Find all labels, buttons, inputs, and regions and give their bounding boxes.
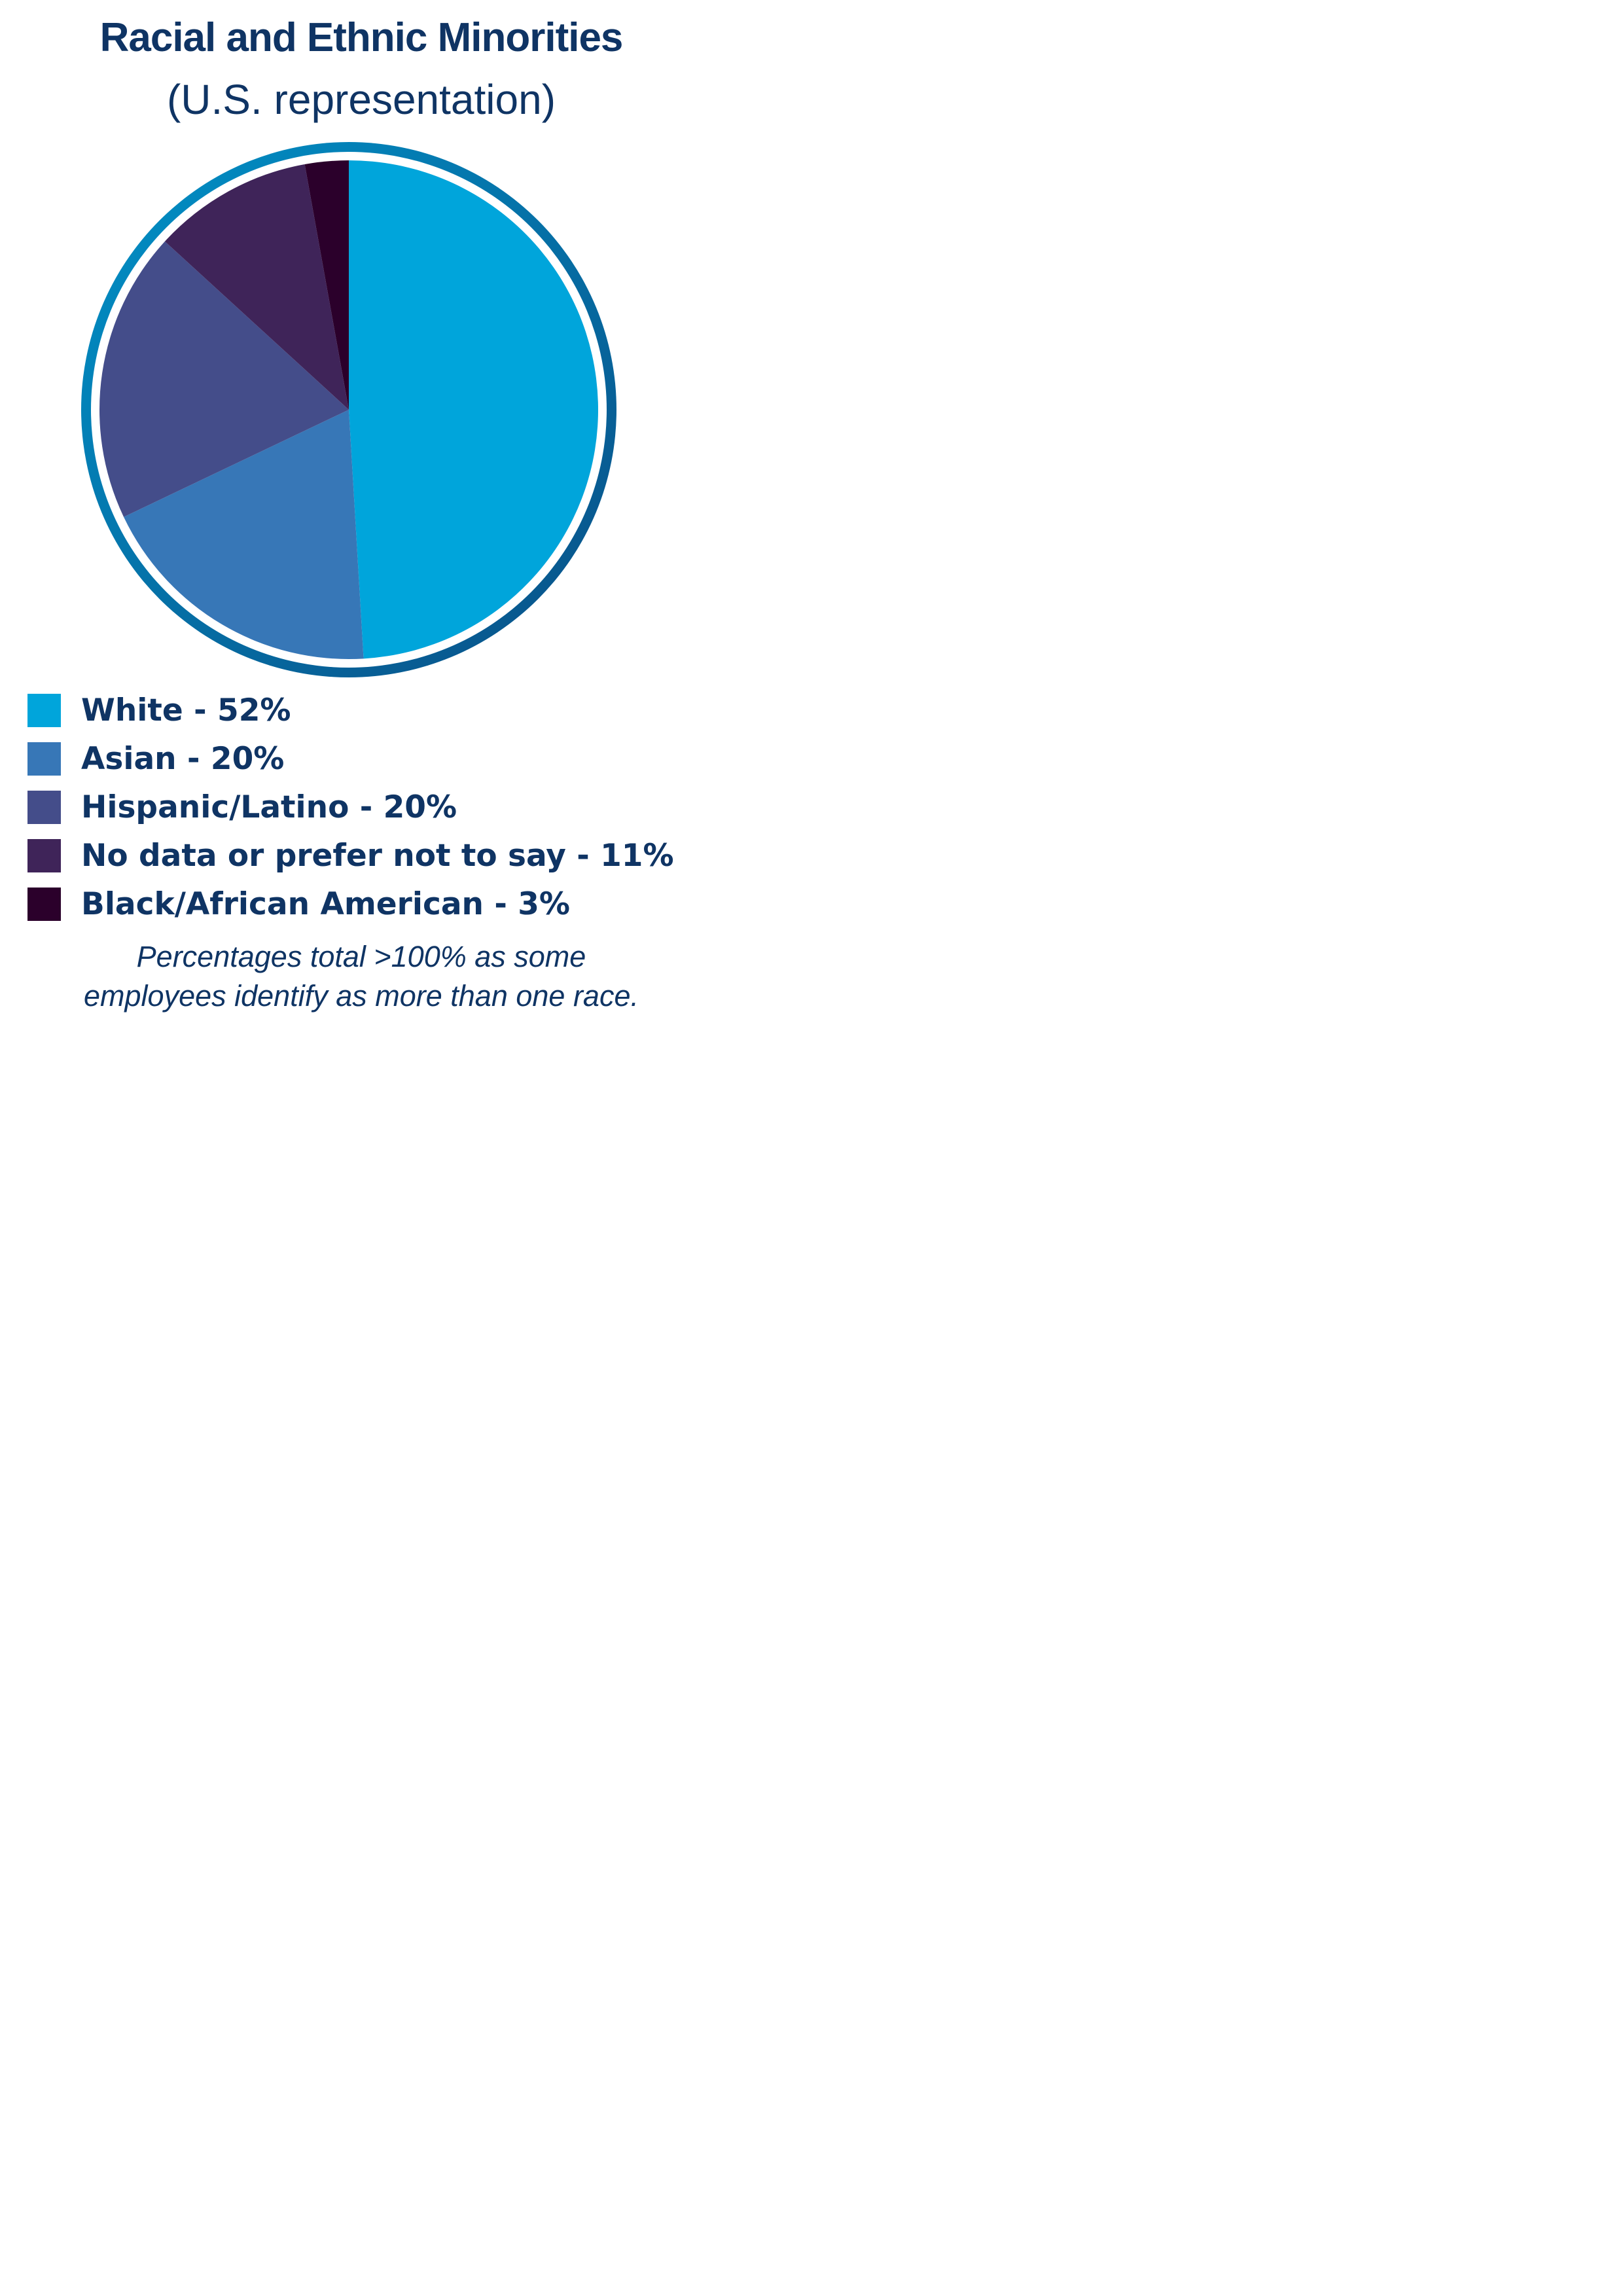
- chart-title: Racial and Ethnic Minorities: [99, 15, 624, 60]
- legend-swatch: [27, 888, 61, 921]
- chart-subtitle: (U.S. representation): [166, 76, 556, 123]
- legend-label: Black/African American - 3%: [81, 886, 571, 922]
- legend-label: Asian - 20%: [81, 741, 285, 777]
- footnote-line-1: Percentages total >100% as some: [136, 940, 586, 973]
- legend-label: No data or prefer not to say - 11%: [81, 838, 674, 874]
- footnote: Percentages total >100% as some employee…: [0, 937, 722, 1016]
- pie-slice-black-african-american: [304, 160, 349, 410]
- pie-chart: [81, 142, 616, 677]
- legend-label: Hispanic/Latino - 20%: [81, 789, 457, 825]
- pie-slice-hispanic-latino: [99, 241, 349, 517]
- pie-slice-no-data-or-prefer-not-to-say: [164, 164, 349, 410]
- legend-swatch: [27, 791, 61, 824]
- footnote-line-2: employees identify as more than one race…: [84, 979, 639, 1013]
- pie-slice-white: [349, 160, 598, 659]
- legend-swatch: [27, 839, 61, 872]
- pie-slice-asian: [124, 410, 364, 660]
- legend-swatch: [27, 742, 61, 776]
- legend-swatch: [27, 694, 61, 727]
- legend-label: White - 52%: [81, 692, 291, 728]
